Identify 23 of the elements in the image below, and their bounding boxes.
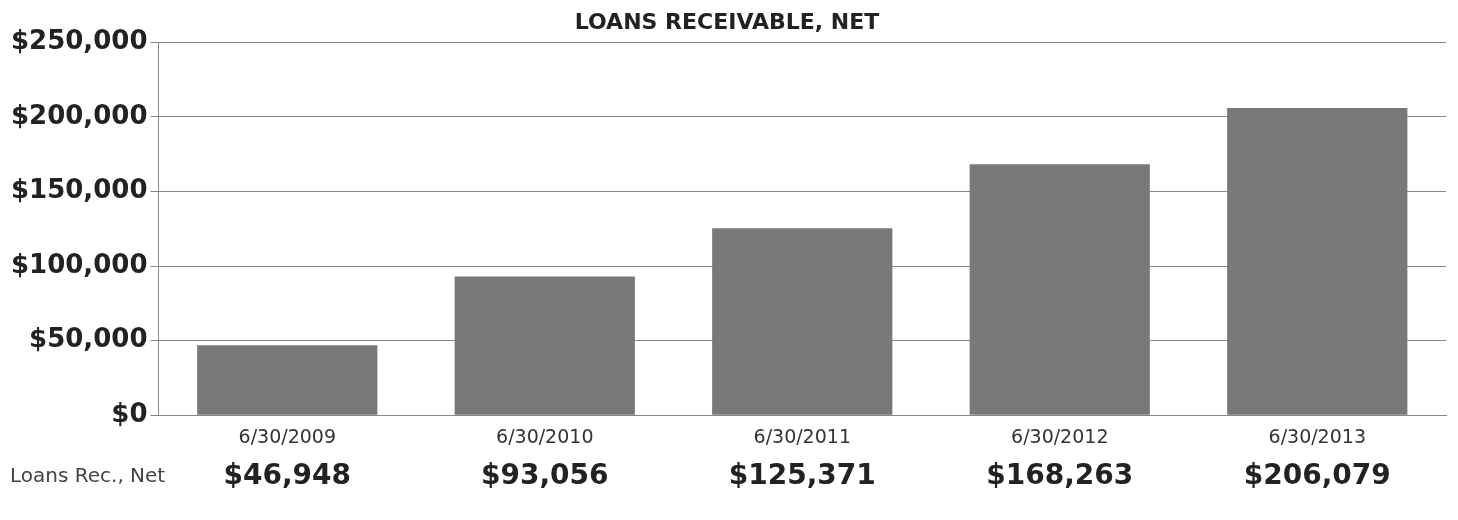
data-label: $206,079 (1243, 458, 1391, 492)
data-label: $46,948 (223, 458, 352, 492)
bar (969, 164, 1150, 415)
bar (712, 228, 893, 415)
x-tick-label: 6/30/2010 (496, 424, 594, 447)
y-tick-label: $100,000 (11, 248, 148, 279)
y-tick-label: $0 (111, 397, 148, 428)
x-tick-label: 6/30/2013 (1268, 424, 1366, 447)
data-label: $93,056 (480, 458, 609, 492)
y-tick-label: $200,000 (11, 99, 148, 130)
y-tick-label: $150,000 (11, 174, 148, 205)
y-tick-label: $250,000 (11, 25, 148, 56)
bar (197, 345, 378, 415)
text: Loans Rec., Net (10, 463, 166, 488)
bar (454, 276, 635, 415)
x-tick-label: 6/30/2011 (753, 424, 851, 447)
data-label: $168,263 (986, 458, 1134, 492)
x-tick-label: 6/30/2012 (1011, 424, 1109, 447)
bar (1227, 107, 1408, 415)
chart-title: LOANS RECEIVABLE, NET (574, 8, 880, 34)
x-tick-label: 6/30/2009 (238, 424, 336, 447)
y-tick-label: $50,000 (29, 323, 148, 354)
data-label: $125,371 (728, 458, 876, 492)
